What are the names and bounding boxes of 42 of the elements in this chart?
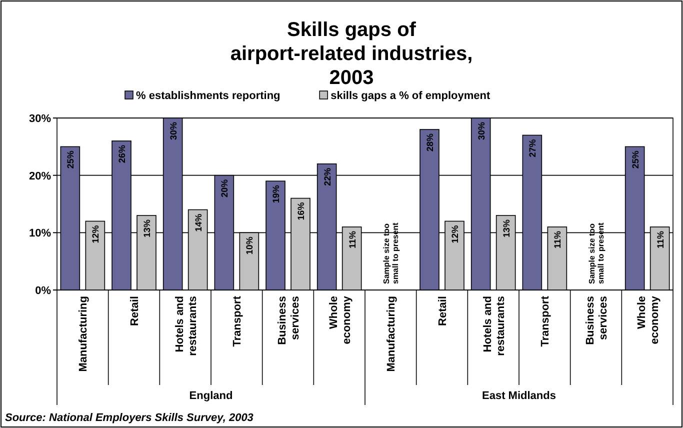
data-label: 26% [117,144,127,163]
x-tick-label: Business services [276,296,302,345]
data-label: 30% [476,122,486,140]
data-label: 25% [66,150,76,169]
data-label: 19% [271,185,281,204]
annotation: Sample size too small to present [382,222,400,284]
x-tick-label: Transport [540,296,552,347]
data-label: 12% [450,225,460,244]
x-tick-label: Hotels and restaurants [174,296,199,356]
data-label: 16% [296,202,306,220]
data-label: 30% [168,122,178,140]
data-label: 13% [142,219,152,238]
data-label: 11% [552,230,563,248]
source-note: Source: National Employers Skills Survey, 2003 [5,412,254,424]
x-tick-label: Transport [232,296,244,347]
annotation: Sample size too small to present [588,222,606,284]
text: East Midlands [482,390,556,402]
y-tick-label: 30% [28,113,52,125]
data-label: 13% [501,219,512,238]
data-label: 27% [528,139,538,158]
x-tick-label: Retail [437,296,449,326]
x-tick-label: Manufacturing [78,296,90,372]
data-label: 11% [347,230,358,248]
data-label: 20% [220,179,230,198]
data-label: 12% [90,225,101,244]
y-tick-label: 20% [28,170,52,182]
text: England [189,390,233,402]
data-label: 28% [425,133,435,152]
chart-title: Skills gaps of airport-related industries, 2003 [230,19,473,89]
x-tick-label: Retail [129,296,141,326]
data-label: 25% [630,150,640,169]
x-tick-label: Hotels and restaurants [482,296,507,356]
data-label: 22% [322,168,332,186]
data-label: 14% [193,214,204,232]
data-label: 10% [244,236,255,255]
y-tick-label: 10% [28,228,52,240]
legend-label: skills gaps a % of employment [330,90,490,102]
x-tick-label: Business services [584,296,610,345]
legend-label: % establishments reporting [136,90,280,102]
y-tick-label: 0% [35,285,52,297]
data-label: 11% [655,230,666,248]
x-tick-label: Manufacturing [386,296,398,372]
